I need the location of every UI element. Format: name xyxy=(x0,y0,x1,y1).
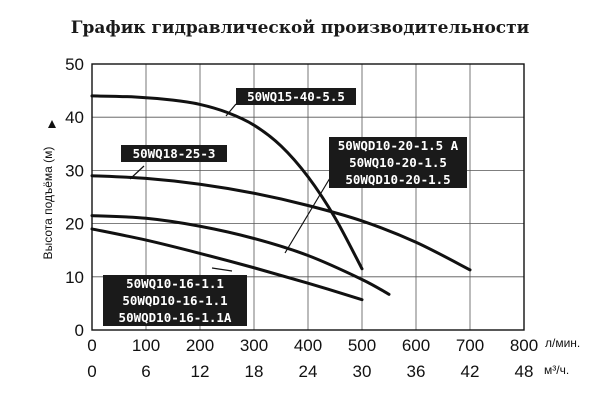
x-tick-label-primary: 500 xyxy=(348,336,376,355)
plot-border xyxy=(91,63,525,331)
series-label-2: 50WQ18-25-3 xyxy=(121,145,227,162)
x-tick-label-secondary: 48 xyxy=(515,362,534,381)
label-text: 50WQD10-16-1.1 xyxy=(122,293,227,308)
curves xyxy=(90,94,472,302)
label-text: 50WQ18-25-3 xyxy=(133,146,216,161)
series-label-4: 50WQ10-16-1.1 50WQD10-16-1.1 50WQD10-16-1.… xyxy=(103,275,247,326)
x-tick-label-primary: 400 xyxy=(294,336,322,355)
x-axis-label-secondary: м³/ч. xyxy=(544,363,569,377)
y-tick-label: 40 xyxy=(65,108,84,127)
y-tick-label: 10 xyxy=(65,268,84,287)
leader-line-3 xyxy=(284,177,331,254)
leader-line-1 xyxy=(225,103,237,117)
label-text: 50WQD10-16-1.1A xyxy=(119,310,232,325)
x-tick-label-primary: 100 xyxy=(132,336,160,355)
y-tick-label: 20 xyxy=(65,215,84,234)
x-tick-label-secondary: 0 xyxy=(87,362,96,381)
x-tick-label-secondary: 42 xyxy=(461,362,480,381)
label-text: 50WQ15-40-5.5 xyxy=(247,89,345,104)
series-line-1 xyxy=(90,94,364,271)
x-tick-label-primary: 300 xyxy=(240,336,268,355)
label-text: 50WQ10-20-1.5 xyxy=(349,155,447,170)
series-line-3 xyxy=(90,214,391,296)
x-tick-label-primary: 800 xyxy=(510,336,538,355)
chart-title: График гидравлической производительности xyxy=(70,18,530,38)
x-tick-label-primary: 200 xyxy=(186,336,214,355)
series-label-3: 50WQD10-20-1.5 A 50WQ10-20-1.5 50WQD10-20-… xyxy=(329,137,467,188)
y-tick-label: 30 xyxy=(65,161,84,180)
y-tick-label: 50 xyxy=(65,55,84,74)
label-box xyxy=(121,145,227,162)
y-tick-label: 0 xyxy=(75,321,84,340)
x-tick-label-primary: 700 xyxy=(456,336,484,355)
x-tick-label-secondary: 12 xyxy=(191,362,210,381)
x-tick-label-primary: 600 xyxy=(402,336,430,355)
series-line-2 xyxy=(90,174,472,272)
series-line-4 xyxy=(90,227,364,302)
x-tick-label-secondary: 30 xyxy=(353,362,372,381)
label-text: 50WQD10-20-1.5 xyxy=(345,172,450,187)
label-box xyxy=(236,88,356,105)
y-axis-arrow-icon xyxy=(48,120,56,128)
x-tick-label-primary: 0 xyxy=(87,336,96,355)
x-tick-label-secondary: 24 xyxy=(299,362,318,381)
leader-lines xyxy=(129,103,331,272)
series-labels: 50WQ15-40-5.5 50WQ18-25-3 50WQD10-20-1.5 A… xyxy=(103,88,467,326)
leader-line-4 xyxy=(211,267,233,272)
x-tick-label-secondary: 6 xyxy=(141,362,150,381)
label-box xyxy=(329,137,467,188)
y-axis-label: Высота подъёма (м) xyxy=(41,147,55,260)
leader-line-2 xyxy=(129,165,145,180)
label-text: 50WQ10-16-1.1 xyxy=(126,276,224,291)
series-label-1: 50WQ15-40-5.5 xyxy=(236,88,356,105)
x-tick-label-secondary: 18 xyxy=(245,362,264,381)
x-axis-label-primary: л/мин. xyxy=(545,336,580,350)
plot-frame xyxy=(91,63,525,331)
label-text: 50WQD10-20-1.5 A xyxy=(338,138,459,153)
label-box xyxy=(103,275,247,326)
x-tick-label-secondary: 36 xyxy=(407,362,426,381)
axis-labels: Высота подъёма (м) л/мин. м³/ч. xyxy=(41,120,580,377)
